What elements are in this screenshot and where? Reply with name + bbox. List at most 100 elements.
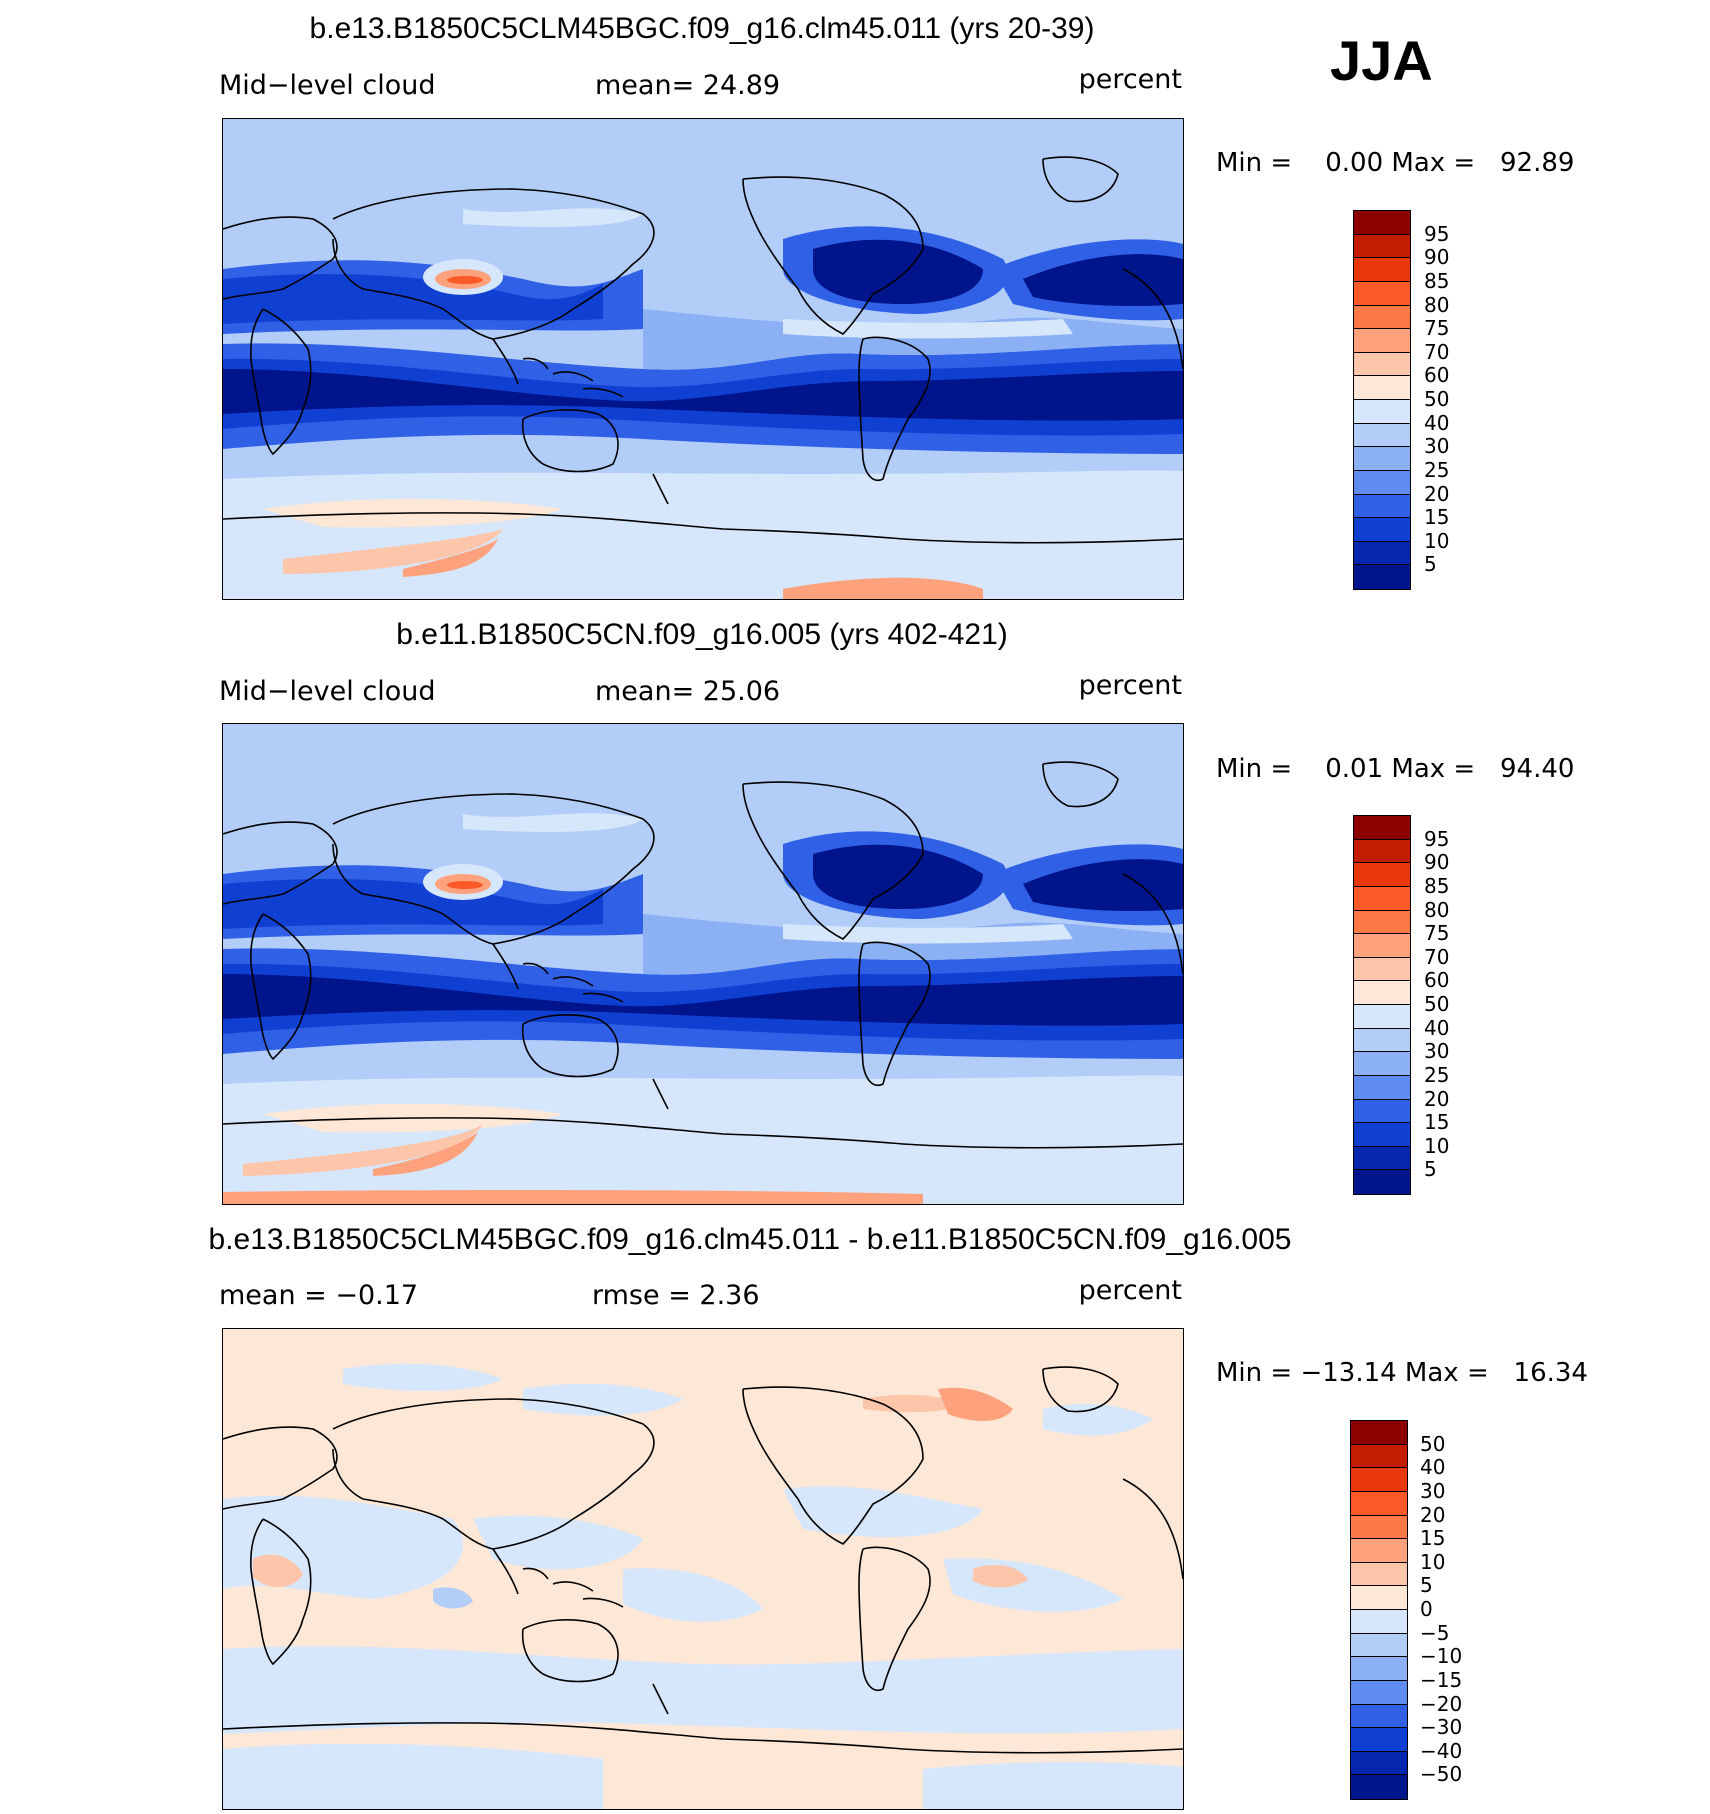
colorbar-tick-label: 80 [1424,292,1450,317]
colorbar-swatch [1354,957,1410,982]
colorbar-tick-label: −10 [1420,1644,1463,1669]
colorbar-swatch [1351,1468,1407,1492]
colorbar-swatch [1351,1562,1407,1587]
colorbar-swatch [1354,1028,1410,1053]
colorbar-swatch [1351,1680,1407,1705]
colorbar-swatch [1354,281,1410,306]
colorbar-tick-label: −30 [1420,1715,1463,1740]
colorbar-tick-label: 40 [1424,1015,1450,1040]
colorbar-swatch [1354,1123,1410,1147]
colorbar-swatch [1351,1704,1407,1729]
colorbar-tick-label: 50 [1420,1431,1446,1456]
colorbar-tick-label: 95 [1424,221,1450,246]
colorbar-swatch [1354,541,1410,566]
colorbar-tick-label: −40 [1420,1738,1463,1763]
colorbar-swatch [1354,1099,1410,1124]
panel-3-rmse-label: rmse = 2.36 [592,1280,760,1311]
colorbar-tick-label: −50 [1420,1762,1463,1787]
colorbar-tick-label: 5 [1424,552,1437,577]
panel-1-map [222,118,1184,600]
colorbar-tick-label: 20 [1420,1502,1446,1527]
colorbar-tick-label: 75 [1424,316,1450,341]
colorbar-tick-label: 10 [1424,528,1450,553]
colorbar-tick-label: −15 [1420,1667,1463,1692]
colorbar-tick-label: 60 [1424,363,1450,388]
colorbar-swatch [1354,518,1410,542]
colorbar-swatch [1351,1539,1407,1563]
colorbar-tick-label: 70 [1424,339,1450,364]
colorbar-tick-label: 85 [1424,873,1450,898]
panel-2-minmax: Min = 0.01 Max = 94.40 [1216,754,1575,784]
panel-2-title: b.e11.B1850C5CN.f09_g16.005 (yrs 402-421… [396,618,1008,651]
colorbar-swatch [1351,1421,1407,1445]
panel-1-mean-label: mean= 24.89 [595,70,781,101]
colorbar-tick-label: 40 [1424,410,1450,435]
colorbar-tick-label: 15 [1424,505,1450,530]
panel-1-minmax: Min = 0.00 Max = 92.89 [1216,148,1575,178]
panel-3-units-label: percent [1078,1275,1182,1306]
panel-1-colorbar [1353,210,1411,590]
colorbar-tick-label: 30 [1424,434,1450,459]
colorbar-swatch [1354,1146,1410,1171]
colorbar-tick-label: 10 [1420,1549,1446,1574]
colorbar-tick-label: 60 [1424,968,1450,993]
colorbar-tick-label: 25 [1424,457,1450,482]
panel-3-title: b.e13.B1850C5CLM45BGC.f09_g16.clm45.011 … [208,1223,1292,1256]
colorbar-swatch [1354,352,1410,377]
colorbar-tick-label: 5 [1424,1157,1437,1182]
panel-2-contour-plot [223,724,1183,1204]
colorbar-swatch [1351,1657,1407,1681]
panel-2-units-label: percent [1078,670,1182,701]
panel-3-mean-label: mean = −0.17 [219,1280,419,1311]
panel-3-minmax: Min = −13.14 Max = 16.34 [1216,1358,1588,1388]
colorbar-swatch [1354,886,1410,911]
colorbar-tick-label: 85 [1424,268,1450,293]
colorbar-tick-label: 70 [1424,944,1450,969]
season-label: JJA [1330,29,1433,92]
colorbar-tick-label: 30 [1424,1039,1450,1064]
colorbar-tick-label: 90 [1424,850,1450,875]
panel-3-map [222,1328,1184,1810]
colorbar-swatch [1354,1052,1410,1076]
panel-2-mean-label: mean= 25.06 [595,676,781,707]
colorbar-swatch [1351,1775,1407,1799]
colorbar-tick-label: 25 [1424,1062,1450,1087]
colorbar-swatch [1351,1515,1407,1540]
colorbar-swatch [1351,1610,1407,1634]
colorbar-swatch [1354,981,1410,1005]
colorbar-swatch [1354,934,1410,958]
colorbar-tick-label: −20 [1420,1691,1463,1716]
panel-1-variable-label: Mid−level cloud [219,70,436,101]
colorbar-swatch [1354,423,1410,448]
colorbar-tick-label: 50 [1424,992,1450,1016]
colorbar-tick-label: 50 [1424,387,1450,411]
colorbar-swatch [1354,329,1410,353]
panel-2-map [222,723,1184,1205]
colorbar-tick-label: 15 [1424,1110,1450,1135]
colorbar-swatch [1351,1444,1407,1469]
colorbar-swatch [1354,211,1410,235]
colorbar-swatch [1354,470,1410,495]
colorbar-swatch [1351,1751,1407,1776]
colorbar-swatch [1354,816,1410,840]
colorbar-swatch [1351,1728,1407,1752]
colorbar-swatch [1354,1075,1410,1100]
colorbar-tick-label: −5 [1420,1620,1450,1645]
colorbar-tick-label: 15 [1420,1526,1446,1551]
colorbar-swatch [1354,258,1410,282]
panel-1-units-label: percent [1078,64,1182,95]
colorbar-tick-label: 5 [1420,1573,1433,1598]
panel-3-colorbar [1350,1420,1408,1800]
colorbar-swatch [1354,910,1410,935]
panel-2-variable-label: Mid−level cloud [219,676,436,707]
colorbar-tick-label: 20 [1424,1086,1450,1111]
colorbar-tick-label: 10 [1424,1133,1450,1158]
colorbar-swatch [1354,305,1410,330]
colorbar-swatch [1354,447,1410,471]
colorbar-tick-label: 20 [1424,481,1450,506]
colorbar-tick-label: 75 [1424,921,1450,946]
colorbar-swatch [1354,1170,1410,1194]
colorbar-swatch [1354,839,1410,864]
colorbar-swatch [1354,376,1410,400]
colorbar-tick-label: 0 [1420,1597,1433,1621]
